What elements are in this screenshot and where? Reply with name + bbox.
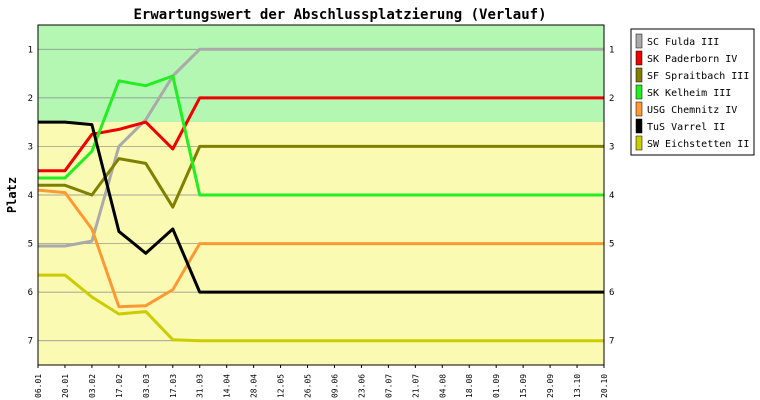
legend-swatch (635, 101, 643, 117)
legend-label: SK Paderborn IV (647, 54, 737, 65)
x-tick-label: 17.03 (169, 374, 178, 398)
y-tick-label: 3 (28, 142, 33, 152)
legend-swatch (635, 50, 643, 66)
x-tick-label: 18.08 (465, 374, 474, 398)
x-tick-label: 26.05 (304, 374, 313, 398)
x-tick-label: 14.04 (223, 374, 232, 398)
x-tick-label: 13.10 (573, 374, 582, 398)
legend-swatch (635, 118, 643, 134)
legend-swatch (635, 84, 643, 100)
y-tick-label-right: 7 (609, 337, 614, 347)
legend-label: SW Eichstetten II (647, 139, 749, 150)
legend-swatch (635, 67, 643, 83)
y-tick-label: 2 (28, 94, 33, 104)
x-tick-label: 28.04 (250, 374, 259, 398)
series-line-5 (38, 120, 604, 294)
y-tick-label-right: 2 (609, 94, 614, 104)
series-lines (37, 47, 604, 343)
y-tick-label-right: 6 (609, 288, 614, 298)
x-tick-label: 01.09 (492, 374, 501, 398)
y-tick-label: 6 (28, 288, 33, 298)
legend: SC Fulda III SK Paderborn IV SF Spraitbach… (635, 33, 749, 151)
y-tick-label-right: 5 (609, 240, 614, 250)
y-tick-label: 7 (28, 337, 33, 347)
legend-box (630, 28, 755, 156)
x-tick-label: 15.09 (519, 374, 528, 398)
legend-label: USG Chemnitz IV (647, 105, 737, 116)
x-tick-label: 20.01 (61, 374, 70, 398)
x-tick-label: 12.05 (277, 374, 286, 398)
x-tick-label: 06.01 (34, 374, 43, 398)
y-tick-labels-right: 1 2 3 4 5 6 7 (609, 45, 614, 346)
chart-title: Erwartungswert der Abschlussplatzierung … (133, 7, 546, 23)
y-tick-labels-left: 1 2 3 4 5 6 7 (28, 45, 33, 346)
legend-label: SC Fulda III (647, 37, 719, 48)
series-line-1 (38, 96, 604, 173)
y-tick-label-right: 1 (609, 45, 614, 55)
series-line-4 (37, 188, 604, 309)
series-line-6 (38, 273, 604, 343)
x-tick-label: 09.06 (330, 374, 339, 398)
x-tick-labels: 06.01 20.01 03.02 17.02 03.03 17.03 31.03 14.04… (34, 365, 609, 398)
y-tick-label: 1 (28, 45, 33, 55)
plot-frame (37, 24, 605, 366)
series-line-3 (38, 74, 604, 197)
x-tick-label: 20.10 (600, 374, 609, 398)
legend-label: SF Spraitbach III (647, 71, 749, 82)
x-tick-label: 31.03 (196, 374, 205, 398)
x-tick-label: 03.02 (88, 374, 97, 398)
y-axis-label: Platz (5, 177, 19, 213)
x-tick-label: 17.02 (115, 374, 124, 398)
series-line-0 (38, 47, 604, 248)
zone-0 (38, 25, 604, 123)
x-tick-label: 03.03 (142, 374, 151, 398)
legend-swatch (635, 33, 643, 49)
x-tick-label: 04.08 (438, 374, 447, 398)
y-tick-label: 4 (28, 191, 33, 201)
x-tick-label: 07.07 (384, 374, 393, 398)
series-line-2 (38, 144, 604, 209)
x-tick-label: 21.07 (411, 374, 420, 398)
x-tick-label: 29.09 (546, 374, 555, 398)
x-tick-label: 23.06 (357, 374, 366, 398)
y-tick-label-right: 4 (609, 191, 614, 201)
legend-swatch (635, 135, 643, 151)
legend-label: TuS Varrel II (647, 122, 725, 133)
y-tick-label-right: 3 (609, 142, 614, 152)
y-tick-label: 5 (28, 240, 33, 250)
legend-label: SK Kelheim III (647, 88, 731, 99)
